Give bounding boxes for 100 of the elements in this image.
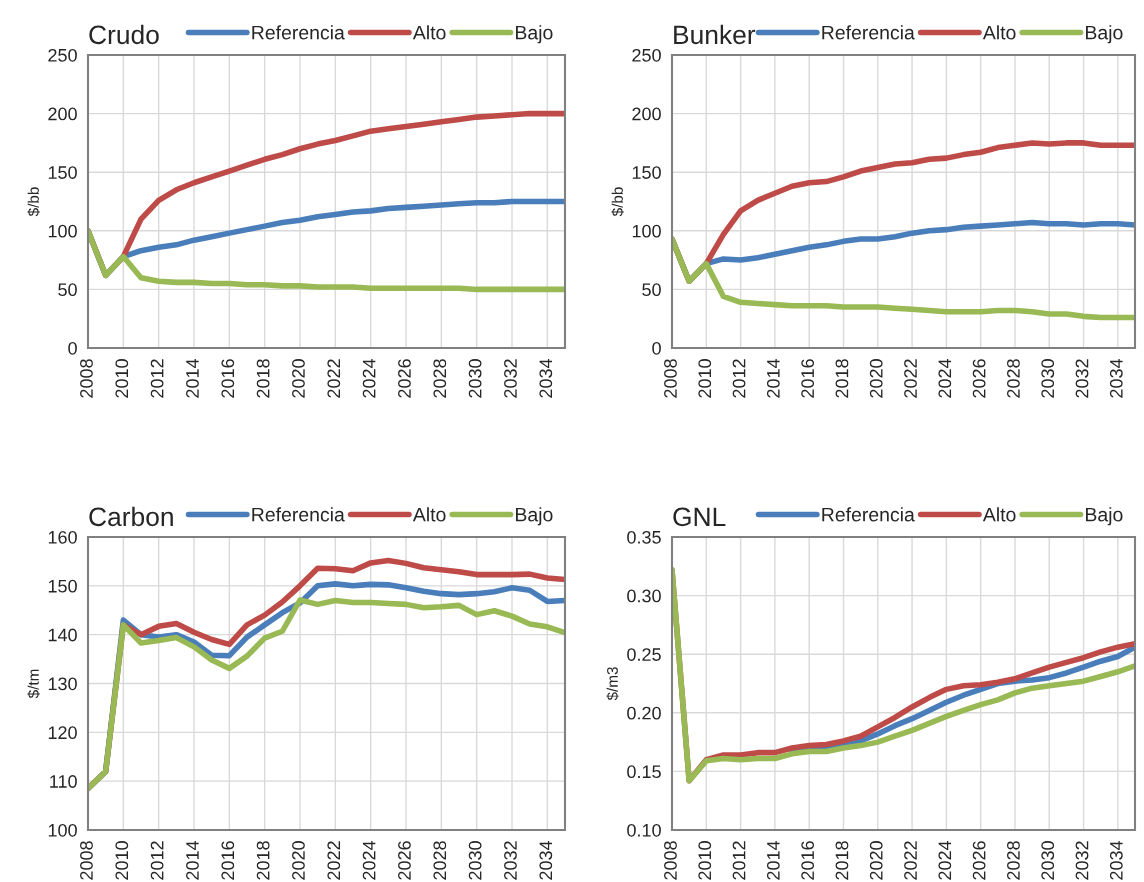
- y-tick-label: 200: [632, 107, 661, 121]
- x-tick-label: 2016: [801, 359, 815, 398]
- x-tick-label: 2024: [362, 358, 376, 398]
- y-tick-label: 250: [632, 48, 661, 62]
- x-tick-label: 2020: [292, 359, 305, 398]
- legend-label: Bajo: [516, 507, 553, 526]
- y-tick-label: 200: [48, 107, 77, 121]
- y-axis-title: $/m3: [606, 667, 619, 701]
- y-tick-label: 50: [58, 283, 77, 297]
- x-tick-label: 2030: [468, 359, 482, 398]
- x-tick-label: 2026: [972, 359, 986, 398]
- x-tick-label: 2010: [698, 841, 712, 880]
- y-axis-title: $/bb: [27, 187, 40, 217]
- x-tick-label: 2020: [292, 841, 305, 880]
- legend-label: Referencia: [822, 25, 915, 40]
- chart-title: Bunker: [674, 24, 756, 45]
- x-tick-label: 2012: [150, 359, 164, 398]
- x-tick-label: 2010: [698, 359, 712, 398]
- y-tick-label: 150: [632, 166, 661, 179]
- y-axis-title: $/tm: [27, 669, 40, 699]
- x-tick-label: 2032: [504, 359, 517, 398]
- y-axis-title: $/bb: [611, 187, 624, 217]
- x-tick-label: 2008: [664, 359, 677, 398]
- y-tick-label: 0: [68, 341, 77, 355]
- y-tick-label: 100: [632, 224, 661, 238]
- y-tick-label: 140: [48, 628, 77, 642]
- y-tick-label: 130: [48, 677, 77, 691]
- x-tick-label: 2022: [904, 359, 917, 398]
- x-tick-label: 2016: [221, 841, 235, 880]
- x-tick-label: 2014: [766, 358, 780, 398]
- legend-label: Referencia: [252, 25, 345, 40]
- x-tick-label: 2032: [504, 841, 517, 880]
- legend-label: Referencia: [822, 507, 915, 522]
- x-tick-label: 2034: [1109, 358, 1123, 398]
- y-tick-label: 100: [48, 224, 77, 238]
- chart-title: Carbon: [89, 506, 173, 527]
- x-tick-label: 2016: [221, 359, 235, 398]
- y-tick-label: 0.35: [627, 530, 661, 544]
- legend-label: Bajo: [1086, 507, 1123, 526]
- x-tick-label: 2020: [869, 841, 883, 880]
- y-tick-label: 110: [50, 775, 77, 788]
- x-tick-label: 2018: [256, 841, 270, 880]
- x-tick-label: 2028: [433, 359, 447, 398]
- y-tick-label: 0.20: [627, 706, 661, 720]
- x-tick-label: 2018: [835, 841, 849, 880]
- y-tick-label: 100: [48, 823, 77, 837]
- x-tick-label: 2014: [186, 358, 199, 398]
- legend-label: Referencia: [252, 507, 345, 522]
- legend-label: Bajo: [1086, 25, 1123, 44]
- x-tick-label: 2012: [732, 359, 746, 398]
- y-tick-label: 0.10: [627, 823, 661, 837]
- x-tick-label: 2026: [398, 359, 411, 398]
- chart-title: GNL: [673, 507, 726, 527]
- x-tick-label: 2024: [938, 840, 952, 880]
- x-tick-label: 2008: [80, 359, 93, 398]
- chart-title: Crudo: [89, 24, 159, 45]
- y-tick-label: 160: [48, 530, 77, 544]
- x-tick-label: 2028: [1007, 359, 1020, 398]
- x-tick-label: 2022: [904, 841, 917, 880]
- y-tick-label: 0.25: [627, 648, 661, 661]
- x-tick-label: 2026: [972, 841, 986, 880]
- x-tick-label: 2012: [732, 841, 746, 880]
- x-tick-label: 2018: [256, 359, 270, 398]
- x-tick-label: 2022: [327, 359, 341, 398]
- y-tick-label: 0: [652, 341, 661, 355]
- x-tick-label: 2020: [869, 359, 883, 398]
- y-tick-label: 250: [48, 48, 77, 62]
- x-tick-label: 2014: [766, 840, 780, 880]
- y-tick-label: 0.15: [627, 765, 661, 779]
- x-tick-label: 2024: [362, 840, 376, 880]
- x-tick-label: 2034: [539, 358, 553, 398]
- x-tick-label: 2028: [1007, 841, 1020, 880]
- x-tick-label: 2018: [835, 359, 849, 398]
- legend-label: Alto: [412, 25, 446, 40]
- x-tick-label: 2026: [398, 841, 411, 880]
- x-tick-label: 2034: [1109, 840, 1123, 880]
- x-tick-label: 2008: [80, 841, 93, 880]
- x-tick-label: 2032: [1075, 841, 1089, 880]
- x-tick-label: 2028: [433, 841, 447, 880]
- x-tick-label: 2024: [938, 358, 952, 398]
- y-tick-label: 120: [48, 726, 77, 740]
- x-tick-label: 2032: [1075, 359, 1089, 398]
- y-tick-label: 150: [48, 166, 77, 179]
- x-tick-label: 2022: [327, 841, 341, 880]
- x-tick-label: 2030: [1041, 841, 1055, 880]
- x-tick-label: 2012: [150, 841, 164, 880]
- legend-label: Alto: [982, 25, 1016, 40]
- x-tick-label: 2030: [1041, 359, 1055, 398]
- legend-label: Alto: [982, 507, 1016, 522]
- x-tick-label: 2030: [468, 841, 482, 880]
- x-tick-label: 2010: [115, 841, 129, 880]
- y-tick-label: 150: [48, 579, 77, 593]
- x-tick-label: 2008: [664, 841, 677, 880]
- y-tick-label: 50: [642, 283, 661, 297]
- x-tick-label: 2014: [186, 840, 199, 880]
- legend-label: Alto: [412, 507, 446, 522]
- y-tick-label: 0.30: [627, 589, 661, 603]
- legend-label: Bajo: [516, 25, 553, 44]
- x-tick-label: 2034: [539, 840, 553, 880]
- x-tick-label: 2016: [801, 841, 815, 880]
